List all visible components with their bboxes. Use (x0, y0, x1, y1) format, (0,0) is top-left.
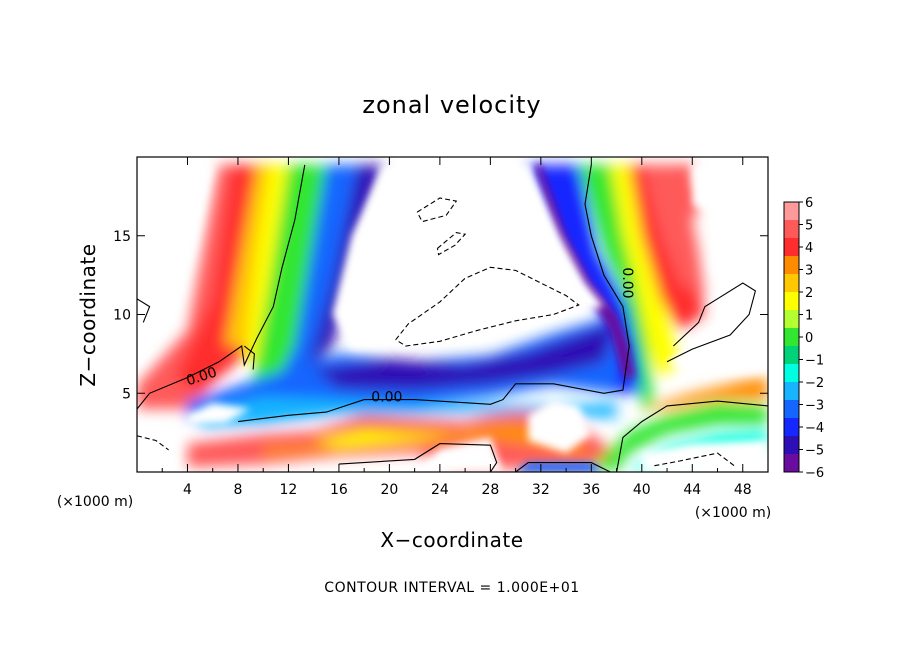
colorbar-tick-label: −2 (805, 376, 824, 391)
zero-contour-left-edge (137, 298, 151, 323)
colorbar-tick-label: −6 (805, 466, 824, 481)
quiet-region-left-top (137, 164, 213, 370)
quiet-patch-bottom-center (414, 437, 503, 472)
green-band-right (578, 164, 655, 409)
colorbar-swatch (784, 346, 799, 365)
quiet-patch-left (187, 402, 251, 425)
colorbar-swatch (784, 310, 799, 329)
zero-contour-left-hook (243, 345, 255, 370)
colorbar-tick-label: 1 (805, 309, 813, 324)
negative-contour-loop-2 (436, 232, 467, 256)
colorbar-swatch (784, 256, 799, 275)
quiet-patch-bottom-mid (528, 399, 592, 454)
negative-layer-core (313, 322, 617, 391)
x-tick-label: 12 (280, 482, 298, 498)
colorbar-tick-label: 4 (805, 241, 813, 256)
x-tick-label: 40 (633, 482, 651, 498)
x-tick-label: 32 (532, 482, 550, 498)
colorbar-tick-label: 0 (805, 331, 813, 346)
negative-contour-right-edge (654, 452, 737, 468)
negative-band-left (263, 164, 371, 409)
zero-contour-bottom (515, 462, 611, 472)
colorbar-tick-label: 2 (805, 286, 813, 301)
quiet-region-right-top (692, 164, 768, 307)
colorbar: 6 5 4 3 2 1 0 −1 −2 −3 −4 −5 −6 (783, 196, 824, 481)
cyan-layer (200, 396, 617, 428)
colorbar-tick-label: −4 (805, 421, 824, 436)
zero-contour-left (137, 164, 306, 410)
x-tick-label: 8 (233, 482, 242, 498)
x-tick-label: 24 (431, 482, 449, 498)
quiet-region-right-mid (667, 314, 768, 375)
colorbar-tick-label: −3 (805, 399, 824, 414)
y-tick-label: 10 (113, 308, 131, 324)
x-tick-label: 20 (380, 482, 398, 498)
y-tick-label: 5 (122, 386, 131, 402)
colorbar-swatch (784, 238, 799, 257)
green-layer-right (591, 402, 768, 472)
colorbar-swatch (784, 436, 799, 455)
x-tick-label: 48 (734, 482, 752, 498)
negative-contour-left-edge (137, 435, 169, 451)
colorbar-swatch (784, 454, 799, 473)
y-tick-label: 15 (113, 229, 131, 245)
negative-contour-upper (395, 266, 580, 347)
x-tick-label: 36 (582, 482, 600, 498)
green-band-left (250, 164, 327, 409)
colorbar-swatch (784, 328, 799, 347)
positive-layer-right (641, 377, 768, 409)
x-tick-label: 28 (481, 482, 499, 498)
zero-contour-bottom-center (338, 443, 498, 472)
positive-layer-core (263, 421, 592, 457)
y-axis: 5 10 15 (113, 229, 768, 402)
colorbar-swatch (784, 382, 799, 401)
positive-layer-yellow (313, 431, 491, 447)
negative-band-right-core (534, 164, 636, 378)
x-axis: 4 8 12 16 20 24 28 32 36 40 44 48 (161, 157, 752, 498)
colorbar-tick-label: −5 (805, 444, 824, 459)
colorbar-swatch (784, 274, 799, 293)
contour-label: 0.00 (371, 389, 402, 405)
colorbar-swatch (784, 292, 799, 311)
colorbar-swatch (784, 418, 799, 437)
x-tick-label: 16 (330, 482, 348, 498)
zero-contour-right-loop (666, 282, 757, 363)
contour-interval-note: CONTOUR INTERVAL = 1.000E+01 (324, 580, 579, 596)
y-axis-label: Z−coordinate (76, 243, 100, 386)
colorbar-swatch (784, 364, 799, 383)
positive-band-right-outer (641, 164, 705, 299)
colorbar-tick-label: 6 (805, 196, 813, 211)
colorbar-swatch (784, 202, 799, 221)
zero-contour-right (616, 400, 768, 472)
x-tick-label: 4 (183, 482, 192, 498)
zero-contour-center (237, 164, 630, 423)
colorbar-tick-label: −1 (805, 354, 824, 369)
quiet-patch-bottom-left (137, 424, 178, 472)
x-unit-note: (×1000 m) (695, 505, 771, 521)
x-tick-label: 44 (683, 482, 701, 498)
contour-label: 0.00 (619, 267, 635, 298)
colorbar-swatch (784, 220, 799, 239)
colorbar-tick-label: 3 (805, 264, 813, 279)
negative-contour-loop-1 (416, 197, 458, 223)
contour-lines: 0.000.000.00 (137, 164, 768, 472)
chart-title: zonal velocity (362, 91, 541, 119)
colorbar-tick-label: 5 (805, 219, 813, 234)
quiet-region-upper (332, 164, 604, 350)
negative-patch-bottom (515, 462, 604, 472)
velocity-field (137, 164, 768, 472)
x-axis-label: X−coordinate (380, 528, 523, 552)
colorbar-swatch (784, 400, 799, 419)
y-unit-note: (×1000 m) (57, 494, 133, 510)
